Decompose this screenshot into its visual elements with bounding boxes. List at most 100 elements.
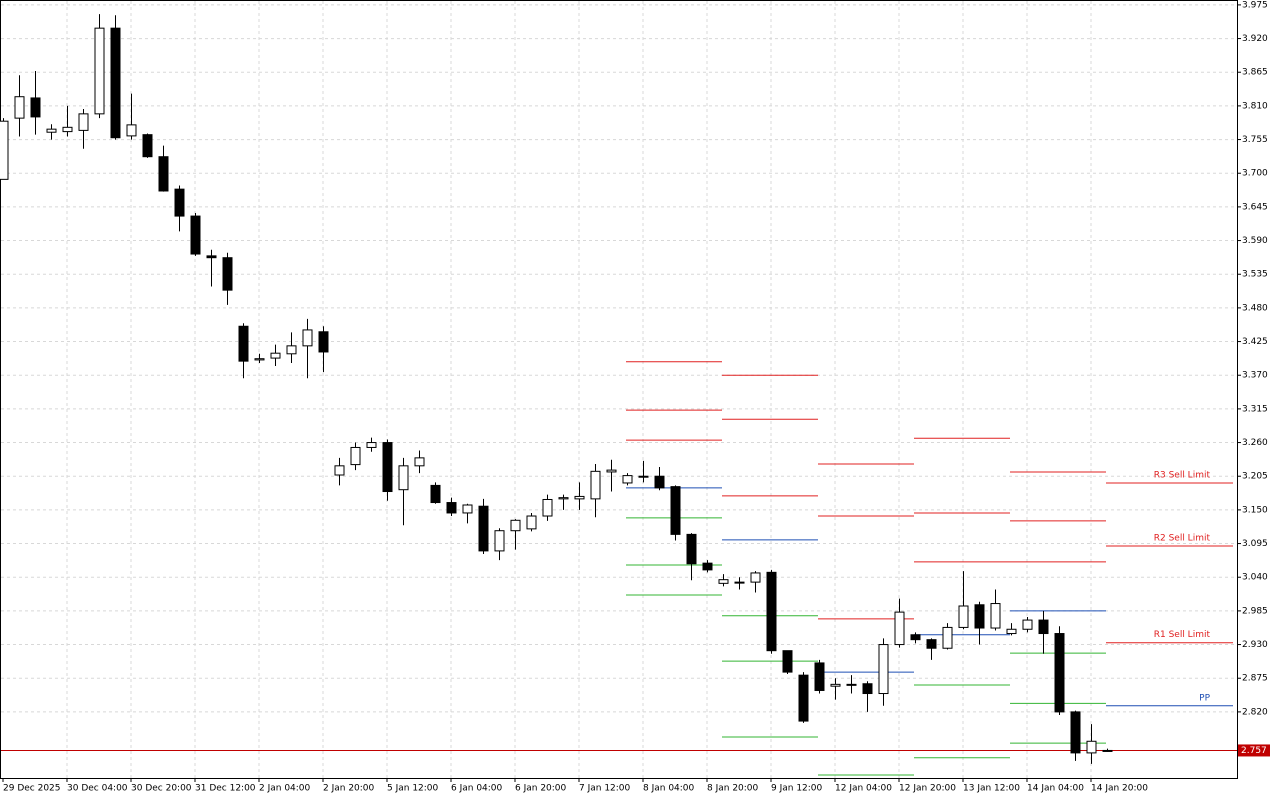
y-tick-label: 2.930 xyxy=(1242,640,1268,650)
y-tick-label: 3.315 xyxy=(1242,404,1268,414)
y-tick-label: 2.820 xyxy=(1242,707,1268,717)
y-tick-label: 3.040 xyxy=(1242,573,1268,583)
x-tick-label: 6 Jan 04:00 xyxy=(451,784,503,794)
candle-body xyxy=(558,497,569,500)
candle-body xyxy=(206,255,217,259)
candle-body xyxy=(46,128,57,133)
candle-body xyxy=(94,27,105,115)
candle-body xyxy=(430,484,441,504)
candle-body xyxy=(414,457,425,467)
candle-body xyxy=(14,96,25,119)
candle-body xyxy=(750,572,761,583)
x-tick-label: 9 Jan 12:00 xyxy=(771,784,823,794)
x-tick-label: 8 Jan 04:00 xyxy=(643,784,695,794)
candle-body xyxy=(574,495,585,500)
candle-body xyxy=(366,442,377,448)
candle-body xyxy=(318,331,329,353)
candle-body xyxy=(30,97,41,118)
candle-body xyxy=(142,134,153,158)
candle-body xyxy=(1006,628,1017,635)
candle-body xyxy=(478,505,489,552)
candle-body xyxy=(990,603,1001,629)
candle-body xyxy=(654,475,665,489)
candle-body xyxy=(926,639,937,649)
candle-body xyxy=(462,504,473,514)
candle-body xyxy=(1054,633,1065,713)
candle-body xyxy=(862,683,873,695)
order-label: R3 Sell Limit xyxy=(1154,470,1211,480)
candle-body xyxy=(686,533,697,565)
candle-body xyxy=(1086,740,1097,754)
candle-body xyxy=(638,475,649,478)
candle-body xyxy=(286,345,297,355)
candle-body xyxy=(222,257,233,291)
y-tick-label: 3.590 xyxy=(1242,236,1268,246)
candle-body xyxy=(814,662,825,691)
y-tick-label: 3.975 xyxy=(1242,0,1268,10)
candle-body xyxy=(302,329,313,347)
candle-body xyxy=(1038,619,1049,635)
candle-body xyxy=(0,120,9,180)
y-tick-label: 3.260 xyxy=(1242,438,1268,448)
candle-body xyxy=(718,579,729,584)
candle-body xyxy=(382,442,393,493)
candle-body xyxy=(446,502,457,514)
candle-body xyxy=(334,465,345,476)
y-tick-label: 3.810 xyxy=(1242,101,1268,111)
candle-body xyxy=(494,530,505,552)
y-tick-label: 3.865 xyxy=(1242,68,1268,78)
x-tick-label: 12 Jan 04:00 xyxy=(835,784,892,794)
candle-body xyxy=(350,446,361,466)
y-tick-label: 3.425 xyxy=(1242,337,1268,347)
candle-body xyxy=(526,515,537,530)
candle-body xyxy=(1102,749,1113,752)
y-tick-label: 3.370 xyxy=(1242,371,1268,381)
candle-body xyxy=(158,156,169,192)
candle-body xyxy=(1022,619,1033,630)
candle-body xyxy=(830,683,841,687)
candle-body xyxy=(846,683,857,686)
x-tick-label: 14 Jan 04:00 xyxy=(1027,784,1084,794)
candle-body xyxy=(590,470,601,500)
candle-body xyxy=(190,215,201,255)
x-tick-label: 2 Jan 04:00 xyxy=(259,784,311,794)
y-tick-label: 3.535 xyxy=(1242,270,1268,280)
candle-body xyxy=(542,498,553,517)
last-price-label: 2.757 xyxy=(1241,746,1267,756)
x-tick-label: 30 Dec 04:00 xyxy=(67,784,128,794)
candle-body xyxy=(798,674,809,722)
y-tick-label: 3.645 xyxy=(1242,202,1268,212)
y-tick-label: 3.095 xyxy=(1242,539,1268,549)
candle-body xyxy=(734,581,745,584)
x-tick-label: 7 Jan 12:00 xyxy=(579,784,631,794)
order-label: R2 Sell Limit xyxy=(1154,534,1211,544)
plot-frame xyxy=(0,0,1238,779)
candle-body xyxy=(878,644,889,695)
candle-body xyxy=(910,634,921,641)
y-tick-label: 3.205 xyxy=(1242,472,1268,482)
x-tick-label: 12 Jan 20:00 xyxy=(899,784,956,794)
order-label: R1 Sell Limit xyxy=(1154,630,1211,640)
candle-body xyxy=(974,604,985,629)
y-tick-label: 3.755 xyxy=(1242,135,1268,145)
candle-body xyxy=(1070,711,1081,754)
candle-body xyxy=(766,571,777,652)
candle-body xyxy=(894,611,905,646)
y-tick-label: 2.985 xyxy=(1242,606,1268,616)
y-tick-label: 3.150 xyxy=(1242,505,1268,515)
candle-body xyxy=(782,650,793,673)
x-tick-label: 8 Jan 20:00 xyxy=(707,784,759,794)
candle-body xyxy=(126,124,137,137)
y-tick-label: 3.700 xyxy=(1242,169,1268,179)
candle-body xyxy=(270,352,281,359)
candle-body xyxy=(174,188,185,217)
candle-body xyxy=(78,113,89,131)
candle-body xyxy=(510,519,521,532)
last-price-tag xyxy=(1238,744,1270,757)
candle-body xyxy=(606,469,617,473)
candle-body xyxy=(958,605,969,628)
candle-body xyxy=(398,465,409,491)
candle-body xyxy=(942,626,953,649)
x-tick-label: 14 Jan 20:00 xyxy=(1091,784,1148,794)
